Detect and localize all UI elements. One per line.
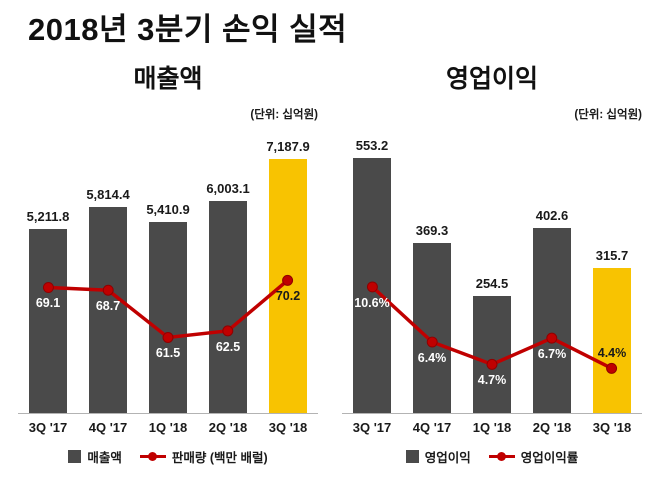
legend-bar-swatch-icon [68, 450, 82, 463]
revenue-unit-note: (단위: 십억원) [250, 109, 318, 121]
charts-row: 매출액 (단위: 십억원) 5,211.8 5,814.4 5,410.9 6,003… [14, 64, 646, 466]
operating-profit-plot-area: 553.2 369.3 254.5 402.6 315.7 10.6% 6.4% 4.7% 6.… [342, 124, 642, 414]
line-point-label: 6.4% [417, 350, 447, 365]
line-point [486, 358, 498, 370]
line-point [426, 336, 438, 348]
legend-item: 영업이익률 [488, 447, 579, 466]
line-point-label: 4.7% [477, 373, 507, 388]
page-title: 2018년 3분기 손익 실적 [28, 12, 348, 47]
trend-line-svg [366, 281, 618, 374]
x-tick-label: 2Q '18 [532, 420, 572, 435]
bar-value-label: 553.2 [355, 138, 389, 154]
bar [209, 200, 247, 413]
bar-value-label: 315.7 [595, 247, 629, 263]
x-tick-label: 4Q '17 [412, 420, 452, 435]
legend-label: 영업이익률 [520, 451, 579, 465]
bar-value-label: 5,211.8 [26, 208, 70, 224]
bar [269, 158, 307, 413]
bar-value-label: 402.6 [535, 207, 569, 223]
line-point-label: 69.1 [35, 296, 61, 311]
x-tick-label: 3Q '18 [268, 420, 308, 435]
legend-item: 영업이익 [405, 447, 471, 466]
legend-line-marker-icon [488, 450, 515, 463]
x-tick-label: 3Q '17 [28, 420, 68, 435]
revenue-chart-panel: 매출액 (단위: 십억원) 5,211.8 5,814.4 5,410.9 6,003… [14, 64, 322, 466]
x-tick-label: 2Q '18 [208, 420, 248, 435]
revenue-x-axis: 3Q '17 4Q '17 1Q '18 2Q '18 3Q '18 [18, 414, 318, 435]
revenue-legend: 매출액 판매량 (백만 배럴) [14, 447, 322, 466]
legend-bar-swatch-icon [405, 450, 419, 463]
x-tick-label: 3Q '18 [592, 420, 632, 435]
line-point [42, 282, 54, 294]
line-point [222, 325, 234, 337]
line-point [162, 331, 174, 343]
bar-value-label: 6,003.1 [206, 180, 250, 196]
bar [149, 221, 187, 413]
x-tick-label: 4Q '17 [88, 420, 128, 435]
bar-value-label: 369.3 [415, 223, 449, 238]
legend-label: 영업이익 [424, 451, 471, 465]
revenue-plot-area: 5,211.8 5,814.4 5,410.9 6,003.1 7,187.9 69.1 6… [18, 124, 318, 414]
x-tick-label: 1Q '18 [472, 420, 512, 435]
operating-profit-legend: 영업이익 영업이익률 [338, 447, 646, 466]
line-point-label: 62.5 [215, 339, 241, 354]
legend-line-marker-icon [139, 450, 166, 463]
bar-value-label: 254.5 [475, 275, 509, 291]
operating-profit-unit-note: (단위: 십억원) [574, 109, 642, 121]
legend-item: 판매량 (백만 배럴) [139, 447, 268, 466]
line-point-label: 61.5 [155, 346, 181, 361]
bar-value-label: 5,410.9 [146, 201, 190, 217]
line-point-label: 6.7% [537, 346, 567, 361]
line-point [282, 274, 294, 286]
bar-value-label: 5,814.4 [86, 187, 130, 203]
operating-profit-chart-panel: 영업이익 (단위: 십억원) 553.2 369.3 254.5 402.6 315.7… [338, 64, 646, 466]
line-point-label: 70.2 [275, 288, 301, 303]
line-point [606, 362, 618, 374]
line-point-label: 10.6% [354, 295, 390, 310]
line-point-label: 68.7 [95, 298, 121, 313]
bar [473, 295, 511, 413]
operating-profit-chart-title: 영업이익 [445, 65, 538, 93]
bar-value-label: 7,187.9 [266, 138, 310, 154]
trend-line-svg [42, 274, 294, 343]
line-point [102, 284, 114, 296]
line-point [546, 332, 558, 344]
bar [593, 267, 631, 413]
x-tick-label: 1Q '18 [148, 420, 188, 435]
operating-profit-x-axis: 3Q '17 4Q '17 1Q '18 2Q '18 3Q '18 [342, 414, 642, 435]
legend-label: 매출액 [87, 451, 122, 465]
revenue-chart-title: 매출액 [133, 65, 203, 93]
legend-item: 매출액 [68, 447, 122, 466]
line-point-label: 4.4% [597, 346, 627, 361]
bar [29, 228, 67, 413]
line-point [366, 281, 378, 293]
x-tick-label: 3Q '17 [352, 420, 392, 435]
bar [89, 207, 127, 413]
legend-label: 판매량 (백만 배럴) [171, 451, 268, 465]
bar [533, 227, 571, 413]
